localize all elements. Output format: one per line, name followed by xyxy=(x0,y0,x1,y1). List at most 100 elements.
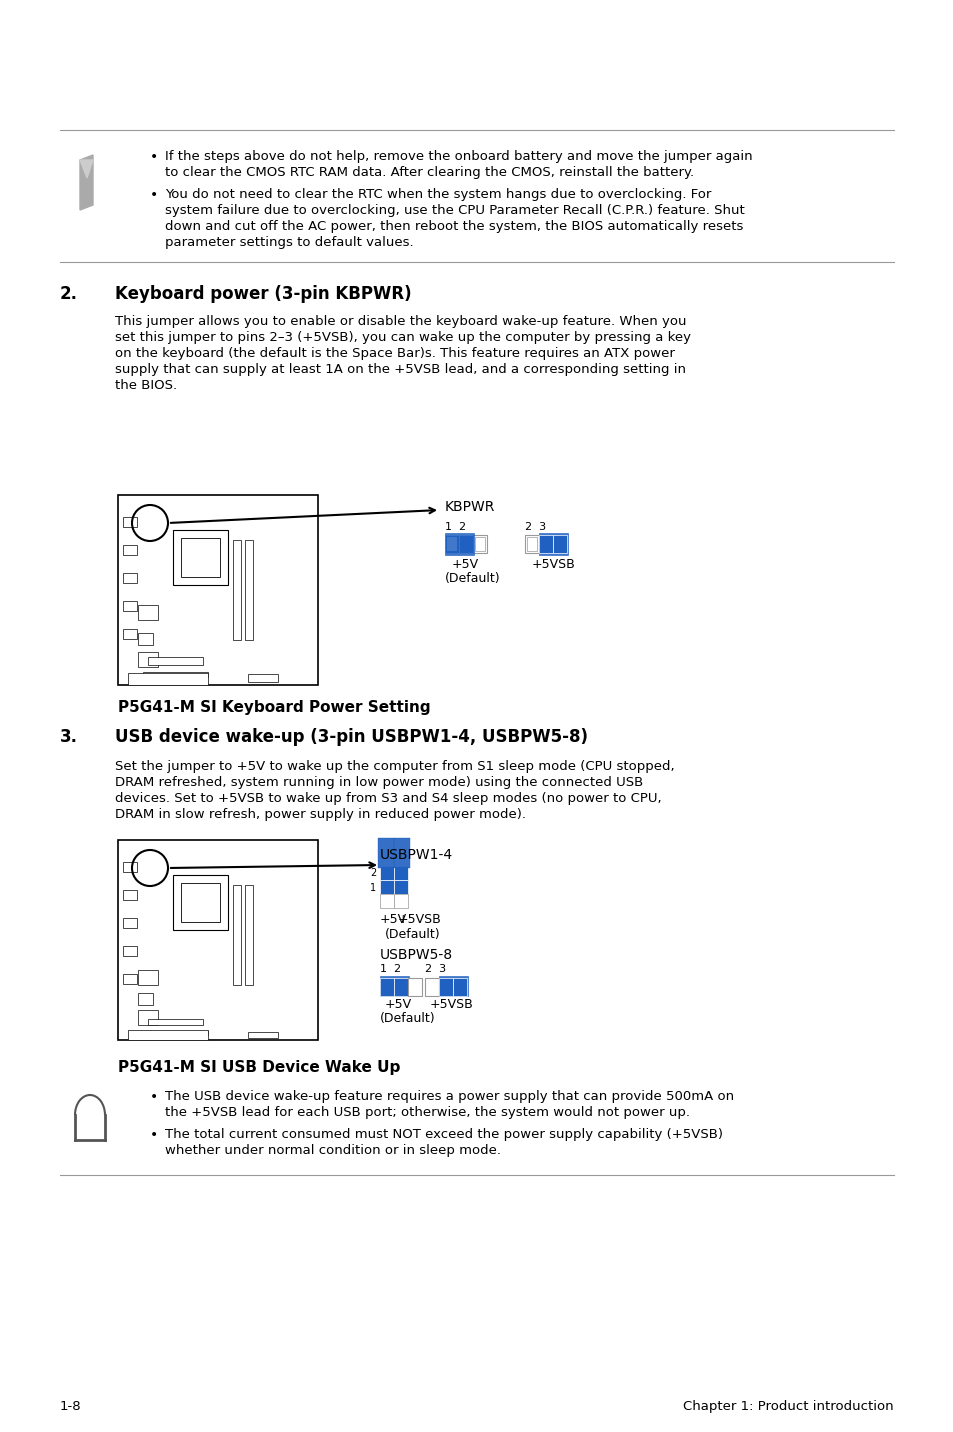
Bar xyxy=(118,841,317,1040)
Bar xyxy=(524,536,538,553)
Text: (Default): (Default) xyxy=(379,1012,436,1025)
Bar xyxy=(444,533,474,556)
Text: +5V: +5V xyxy=(385,998,412,1011)
Bar xyxy=(148,1020,203,1025)
Text: +5VSB: +5VSB xyxy=(430,998,474,1011)
Bar xyxy=(123,517,137,527)
Bar xyxy=(379,978,394,997)
Bar xyxy=(181,884,220,922)
Bar xyxy=(453,978,467,997)
Bar xyxy=(248,1032,277,1038)
Bar xyxy=(143,1031,208,1035)
Bar xyxy=(379,866,394,881)
Bar xyxy=(143,672,208,677)
Text: DRAM refreshed, system running in low power mode) using the connected USB: DRAM refreshed, system running in low po… xyxy=(115,776,642,789)
Bar xyxy=(123,862,137,872)
Text: the BIOS.: the BIOS. xyxy=(115,379,177,392)
Bar xyxy=(123,918,137,928)
Text: on the keyboard (the default is the Space Bar)s. This feature requires an ATX po: on the keyboard (the default is the Spac… xyxy=(115,347,674,359)
Bar xyxy=(377,838,394,868)
Text: 2.: 2. xyxy=(60,285,78,304)
Bar xyxy=(138,1010,158,1025)
Bar xyxy=(245,540,253,640)
Text: •: • xyxy=(150,188,158,202)
Text: The total current consumed must NOT exceed the power supply capability (+5VSB): The total current consumed must NOT exce… xyxy=(165,1128,722,1141)
Bar xyxy=(458,536,473,553)
Bar xyxy=(394,838,410,868)
Bar xyxy=(128,1030,208,1040)
Bar xyxy=(444,536,458,553)
Bar xyxy=(233,540,241,640)
Text: 2: 2 xyxy=(370,868,375,878)
Bar xyxy=(138,604,158,620)
Text: down and cut off the AC power, then reboot the system, the BIOS automatically re: down and cut off the AC power, then rebo… xyxy=(165,221,742,233)
Bar xyxy=(394,894,408,908)
Bar xyxy=(233,885,241,985)
Bar xyxy=(438,977,468,997)
Bar xyxy=(473,536,486,553)
Bar xyxy=(138,969,158,985)
Text: +5VSB: +5VSB xyxy=(532,558,576,571)
Bar xyxy=(438,978,453,997)
Bar xyxy=(394,866,408,881)
Bar xyxy=(248,674,277,682)
Bar xyxy=(394,978,408,997)
Bar xyxy=(379,881,394,894)
Text: KBPWR: KBPWR xyxy=(444,500,495,514)
Text: Keyboard power (3-pin KBPWR): Keyboard power (3-pin KBPWR) xyxy=(115,285,411,304)
Bar xyxy=(123,629,137,639)
Bar xyxy=(245,885,253,985)
Bar xyxy=(379,977,409,997)
Text: USBPW5-8: USBPW5-8 xyxy=(379,948,453,962)
Bar xyxy=(123,974,137,984)
Bar xyxy=(138,633,152,644)
Bar xyxy=(123,573,137,583)
Text: You do not need to clear the RTC when the system hangs due to overclocking. For: You do not need to clear the RTC when th… xyxy=(165,188,711,200)
Text: the +5VSB lead for each USB port; otherwise, the system would not power up.: the +5VSB lead for each USB port; otherw… xyxy=(165,1106,689,1118)
Text: +5VSB: +5VSB xyxy=(397,914,441,927)
Bar xyxy=(538,533,567,556)
Bar xyxy=(553,536,566,553)
Bar xyxy=(148,657,203,664)
Bar xyxy=(128,673,208,684)
Bar xyxy=(123,601,137,611)
Bar xyxy=(172,875,228,929)
Text: devices. Set to +5VSB to wake up from S3 and S4 sleep modes (no power to CPU,: devices. Set to +5VSB to wake up from S3… xyxy=(115,792,661,805)
Text: 2  3: 2 3 xyxy=(424,964,446,974)
Bar xyxy=(123,546,137,556)
Text: •: • xyxy=(150,150,158,165)
Bar xyxy=(424,978,438,997)
Polygon shape xyxy=(80,160,92,178)
Text: +5V: +5V xyxy=(379,914,407,927)
Text: If the steps above do not help, remove the onboard battery and move the jumper a: If the steps above do not help, remove t… xyxy=(165,150,752,163)
Text: Chapter 1: Product introduction: Chapter 1: Product introduction xyxy=(682,1400,893,1413)
Text: (Default): (Default) xyxy=(385,928,440,941)
Text: •: • xyxy=(150,1128,158,1141)
Text: •: • xyxy=(150,1090,158,1104)
Text: to clear the CMOS RTC RAM data. After clearing the CMOS, reinstall the battery.: to clear the CMOS RTC RAM data. After cl… xyxy=(165,166,694,179)
Bar xyxy=(123,947,137,957)
Text: 1-8: 1-8 xyxy=(60,1400,82,1413)
Bar xyxy=(379,894,394,908)
Text: whether under normal condition or in sleep mode.: whether under normal condition or in sle… xyxy=(165,1144,500,1157)
Text: set this jumper to pins 2–3 (+5VSB), you can wake up the computer by pressing a : set this jumper to pins 2–3 (+5VSB), you… xyxy=(115,331,690,344)
Text: Set the jumper to +5V to wake up the computer from S1 sleep mode (CPU stopped,: Set the jumper to +5V to wake up the com… xyxy=(115,760,674,773)
Bar xyxy=(538,536,553,553)
Bar xyxy=(408,978,421,997)
Bar xyxy=(394,881,408,894)
Polygon shape xyxy=(80,155,92,211)
Bar xyxy=(138,652,158,667)
Text: 1  2: 1 2 xyxy=(444,523,466,533)
Text: +5V: +5V xyxy=(452,558,478,571)
Text: supply that can supply at least 1A on the +5VSB lead, and a corresponding settin: supply that can supply at least 1A on th… xyxy=(115,362,685,377)
Bar xyxy=(118,495,317,684)
Bar xyxy=(138,992,152,1005)
Bar xyxy=(526,537,537,551)
Bar xyxy=(172,530,228,586)
Text: USB device wake-up (3-pin USBPW1-4, USBPW5-8): USB device wake-up (3-pin USBPW1-4, USBP… xyxy=(115,727,587,746)
Text: P5G41-M SI USB Device Wake Up: P5G41-M SI USB Device Wake Up xyxy=(118,1060,400,1075)
Text: (Default): (Default) xyxy=(444,571,500,586)
Text: parameter settings to default values.: parameter settings to default values. xyxy=(165,236,414,249)
Text: DRAM in slow refresh, power supply in reduced power mode).: DRAM in slow refresh, power supply in re… xyxy=(115,808,525,821)
Text: P5G41-M SI Keyboard Power Setting: P5G41-M SI Keyboard Power Setting xyxy=(118,700,430,715)
